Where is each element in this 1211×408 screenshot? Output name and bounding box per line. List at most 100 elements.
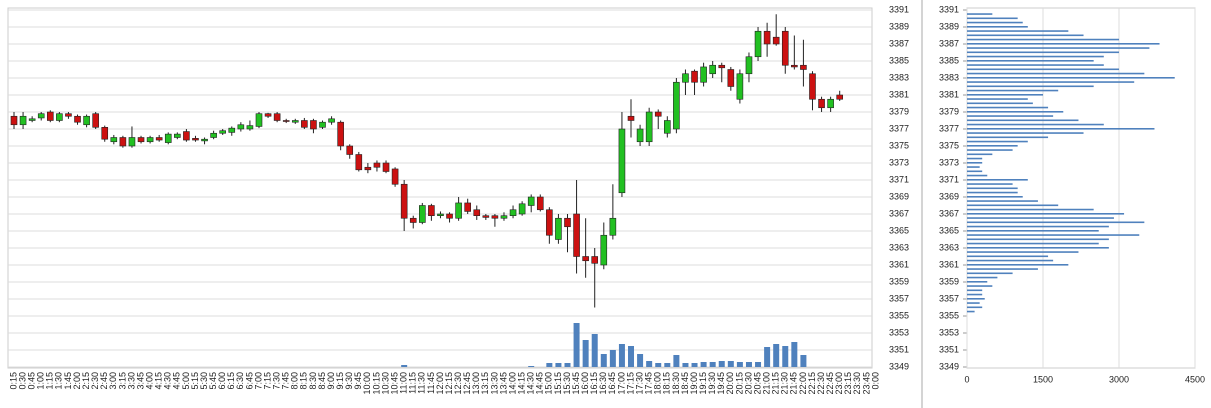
candle-body bbox=[210, 132, 217, 138]
y-tick-label: 3385 bbox=[889, 55, 909, 65]
x-tick-label: 9:45 bbox=[353, 372, 363, 390]
profile-bar bbox=[967, 289, 983, 292]
y-tick-label: 3367 bbox=[889, 208, 909, 218]
x-tick-label: 3000 bbox=[1109, 374, 1129, 384]
y-tick-label: 3355 bbox=[939, 310, 959, 320]
candle-body bbox=[600, 234, 608, 266]
x-tick-label: 7:15 bbox=[262, 372, 272, 390]
candle-body bbox=[301, 120, 308, 128]
y-tick-label: 3391 bbox=[939, 4, 959, 14]
x-tick-label: 13:30 bbox=[489, 372, 499, 395]
x-tick-label: 2:30 bbox=[90, 372, 100, 390]
candle-body bbox=[818, 98, 825, 109]
candle-body bbox=[455, 202, 462, 219]
profile-bar bbox=[967, 60, 1094, 62]
candle-body bbox=[310, 120, 317, 130]
candle-body bbox=[781, 30, 789, 66]
x-tick-label: 11:45 bbox=[426, 372, 436, 394]
candle-body bbox=[246, 125, 254, 130]
volume-bar bbox=[573, 323, 580, 367]
x-tick-label: 7:00 bbox=[253, 372, 263, 390]
profile-bar bbox=[967, 170, 983, 173]
x-tick-label: 7:30 bbox=[272, 372, 282, 390]
profile-bar bbox=[967, 21, 1023, 24]
x-tick-label: 17:45 bbox=[644, 372, 654, 395]
y-tick-label: 3361 bbox=[939, 259, 959, 269]
candle-body bbox=[836, 94, 844, 100]
profile-bar bbox=[967, 293, 983, 296]
profile-bar bbox=[967, 247, 1109, 249]
profile-bar bbox=[967, 264, 1069, 266]
candle-body bbox=[546, 209, 553, 236]
y-tick-label: 3371 bbox=[939, 174, 959, 184]
candle-body bbox=[101, 127, 109, 140]
candle-body bbox=[527, 196, 535, 206]
x-tick-label: 16:45 bbox=[607, 372, 617, 395]
candle-body bbox=[591, 256, 599, 264]
x-tick-label: 21:00 bbox=[761, 372, 771, 395]
y-tick-label: 3381 bbox=[889, 89, 909, 99]
profile-bar bbox=[967, 272, 1013, 275]
profile-bar bbox=[967, 34, 1084, 37]
x-tick-label: 5:45 bbox=[208, 372, 218, 390]
candle-body bbox=[509, 209, 517, 216]
x-tick-label: 1:15 bbox=[45, 372, 55, 390]
x-tick-label: 22:30 bbox=[816, 372, 826, 395]
x-tick-label: 10:00 bbox=[362, 372, 372, 395]
x-tick-label: 9:30 bbox=[344, 372, 354, 390]
profile-bar bbox=[967, 68, 1119, 71]
y-tick-label: 3389 bbox=[939, 21, 959, 31]
candle-body bbox=[201, 138, 208, 142]
profile-bar bbox=[967, 136, 1049, 139]
volume-bar bbox=[736, 362, 743, 367]
y-tick-label: 3383 bbox=[889, 72, 909, 82]
profile-bar bbox=[967, 13, 993, 15]
candle-body bbox=[754, 30, 762, 58]
profile-bar bbox=[967, 128, 1155, 130]
x-tick-label: 19:45 bbox=[716, 372, 726, 395]
profile-bar bbox=[967, 17, 1018, 20]
volume-bar bbox=[637, 354, 644, 367]
candle-body bbox=[636, 128, 644, 143]
volume-bar bbox=[718, 361, 725, 367]
candle-body bbox=[473, 209, 481, 216]
y-tick-label: 3365 bbox=[939, 225, 959, 235]
x-tick-label: 21:15 bbox=[771, 372, 781, 395]
candle-body bbox=[10, 115, 18, 126]
y-tick-label: 3351 bbox=[939, 344, 959, 354]
x-tick-label: 1500 bbox=[1033, 374, 1053, 384]
x-tick-label: 11:00 bbox=[399, 372, 409, 394]
candle-body bbox=[291, 120, 299, 123]
candle-body bbox=[446, 213, 453, 219]
x-tick-label: 3:45 bbox=[135, 372, 145, 390]
candle-body bbox=[282, 120, 290, 122]
candle-body bbox=[727, 69, 735, 87]
profile-bar bbox=[967, 153, 993, 156]
profile-bar bbox=[967, 115, 1054, 117]
y-tick-label: 3387 bbox=[939, 38, 959, 48]
candle-body bbox=[409, 217, 417, 223]
candle-body bbox=[37, 113, 45, 119]
y-tick-label: 3377 bbox=[889, 123, 909, 133]
candle-body bbox=[337, 121, 344, 147]
x-tick-label: 21:30 bbox=[780, 372, 790, 395]
candle-body bbox=[192, 138, 199, 141]
x-tick-label: 12:15 bbox=[444, 372, 454, 395]
x-tick-label: 17:00 bbox=[616, 372, 626, 395]
candle-body bbox=[146, 137, 154, 143]
profile-bar bbox=[967, 187, 1018, 190]
profile-bar bbox=[967, 157, 983, 160]
candle-body bbox=[391, 168, 399, 185]
profile-bar bbox=[967, 149, 1013, 151]
volume-bar bbox=[764, 347, 771, 367]
x-tick-label: 16:15 bbox=[589, 372, 599, 395]
profile-bar bbox=[967, 213, 1125, 215]
x-tick-label: 22:45 bbox=[825, 372, 835, 395]
candle-body bbox=[800, 64, 807, 70]
y-tick-label: 3355 bbox=[889, 310, 909, 320]
profile-bar bbox=[967, 43, 1160, 45]
x-tick-label: 3:30 bbox=[126, 372, 136, 390]
candle-body bbox=[328, 118, 335, 123]
y-tick-label: 3357 bbox=[889, 293, 909, 303]
x-tick-label: 2:00 bbox=[72, 372, 82, 390]
